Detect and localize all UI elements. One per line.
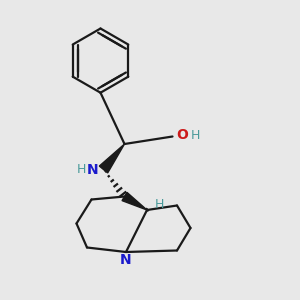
Text: H: H	[190, 129, 200, 142]
Text: N: N	[120, 254, 132, 267]
Text: H: H	[77, 163, 87, 176]
Text: H: H	[154, 198, 164, 211]
Text: O: O	[176, 128, 188, 142]
Polygon shape	[99, 144, 124, 173]
Text: N: N	[86, 164, 98, 177]
Polygon shape	[122, 192, 147, 210]
